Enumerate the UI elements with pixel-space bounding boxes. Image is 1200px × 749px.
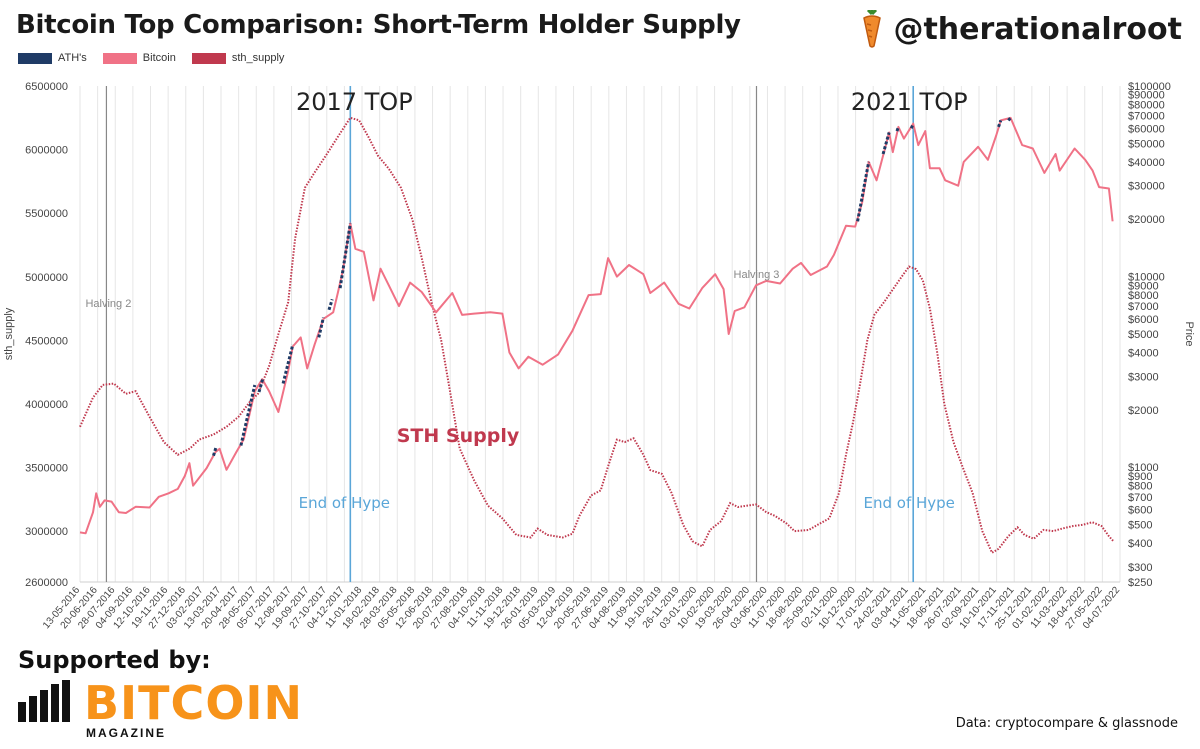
- right-tick-label: $10000: [1128, 272, 1165, 284]
- right-tick-label: $8000: [1128, 290, 1159, 302]
- left-tick-label: 5500000: [25, 208, 68, 220]
- left-tick-label: 5000000: [25, 272, 68, 284]
- left-tick-label: 4000000: [25, 399, 68, 411]
- bitcoin-magazine-icon: [18, 680, 70, 722]
- annotation-2021-top: 2021 TOP: [851, 88, 968, 116]
- ath-segment: [881, 132, 891, 155]
- legend: ATH's Bitcoin sth_supply: [18, 52, 292, 64]
- ath-segment: [1007, 116, 1012, 122]
- right-tick-label: $3000: [1128, 371, 1159, 383]
- annotation-2017-top: 2017 TOP: [296, 88, 413, 116]
- ath-segment: [317, 317, 325, 338]
- right-tick-label: $300: [1128, 562, 1152, 574]
- right-tick-label: $30000: [1128, 181, 1165, 193]
- handle-text: @therationalroot: [893, 11, 1182, 47]
- left-tick-label: 3000000: [25, 526, 68, 538]
- right-tick-label: $90000: [1128, 90, 1165, 102]
- brand-word: BITCOIN: [84, 676, 304, 730]
- sth-supply-line: [79, 116, 1115, 555]
- bitcoin-magazine-logo: BITCOIN MAGAZINE: [18, 676, 304, 740]
- bitcoin-price-line: [79, 116, 1114, 535]
- right-tick-label: $6000: [1128, 314, 1159, 326]
- ath-segment: [327, 298, 334, 311]
- legend-sth[interactable]: sth_supply: [191, 52, 285, 64]
- ath-segment: [997, 119, 1003, 128]
- left-tick-label: 3500000: [25, 463, 68, 475]
- legend-sth-label: sth_supply: [231, 52, 285, 64]
- right-tick-label: $80000: [1128, 99, 1165, 111]
- left-tick-label: 4500000: [25, 335, 68, 347]
- ath-segment: [856, 161, 871, 222]
- right-tick-label: $40000: [1128, 157, 1165, 169]
- right-tick-label: $50000: [1128, 138, 1165, 150]
- annotation-end-of-hype-1: End of Hype: [299, 494, 390, 512]
- brand-subtitle: MAGAZINE: [86, 726, 166, 740]
- legend-ath[interactable]: ATH's: [18, 52, 87, 64]
- right-tick-label: $9000: [1128, 280, 1159, 292]
- right-tick-label: $900: [1128, 471, 1152, 483]
- chart-vertical-lines: [105, 86, 915, 582]
- legend-bitcoin[interactable]: Bitcoin: [102, 52, 176, 64]
- supported-by-label: Supported by:: [18, 646, 211, 674]
- chart-annotations: 2017 TOP 2021 TOP End of Hype End of Hype ST…: [85, 88, 967, 512]
- legend-ath-swatch: [18, 52, 52, 64]
- legend-bitcoin-swatch: [102, 52, 137, 64]
- ath-segment: [257, 377, 265, 393]
- right-tick-label: $60000: [1128, 123, 1165, 135]
- ath-segment: [338, 223, 352, 289]
- annotation-sth-supply: STH Supply: [397, 425, 520, 447]
- left-tick-label: 2600000: [25, 577, 68, 589]
- right-tick-label: $600: [1128, 505, 1152, 517]
- right-tick-label: $700: [1128, 492, 1152, 504]
- annotation-halving-2: Halving 2: [85, 298, 131, 310]
- right-tick-label: $800: [1128, 481, 1152, 493]
- carrot-icon: [863, 10, 882, 48]
- right-tick-label: $70000: [1128, 111, 1165, 123]
- right-tick-label: $4000: [1128, 347, 1159, 359]
- chart-grid: [79, 86, 1121, 583]
- right-tick-label: $500: [1128, 520, 1152, 532]
- right-tick-label: $2000: [1128, 405, 1159, 417]
- right-axis-title: Price: [1183, 321, 1195, 346]
- annotation-end-of-hype-2: End of Hype: [864, 494, 955, 512]
- chart-series: [79, 116, 1115, 555]
- left-tick-label: 6500000: [25, 81, 68, 93]
- ath-segment: [239, 384, 257, 446]
- ath-segment: [909, 123, 915, 129]
- chart-canvas: 13-05-201620-06-201628-07-201604-09-2016…: [3, 81, 1195, 631]
- left-axis-title: sth_supply: [3, 307, 15, 360]
- right-tick-label: $20000: [1128, 214, 1165, 226]
- data-source: Data: cryptocompare & glassnode: [955, 716, 1178, 731]
- right-tick-label: $250: [1128, 577, 1152, 589]
- ath-segment: [212, 445, 218, 457]
- legend-sth-swatch: [191, 52, 226, 64]
- left-tick-label: 6000000: [25, 145, 68, 157]
- right-tick-label: $100000: [1128, 81, 1171, 93]
- right-tick-label: $5000: [1128, 329, 1159, 341]
- legend-ath-label: ATH's: [58, 52, 87, 64]
- author-handle: @therationalroot: [857, 10, 1182, 48]
- ath-segment: [895, 126, 900, 132]
- chart-axes: 13-05-201620-06-201628-07-201604-09-2016…: [3, 81, 1195, 631]
- ath-segment: [281, 344, 295, 384]
- right-tick-label: $1000: [1128, 462, 1159, 474]
- annotation-halving-3: Halving 3: [734, 269, 780, 281]
- right-tick-label: $400: [1128, 538, 1152, 550]
- chart-title: Bitcoin Top Comparison: Short-Term Holde…: [16, 10, 741, 40]
- right-tick-label: $7000: [1128, 301, 1159, 313]
- legend-bitcoin-label: Bitcoin: [142, 52, 176, 64]
